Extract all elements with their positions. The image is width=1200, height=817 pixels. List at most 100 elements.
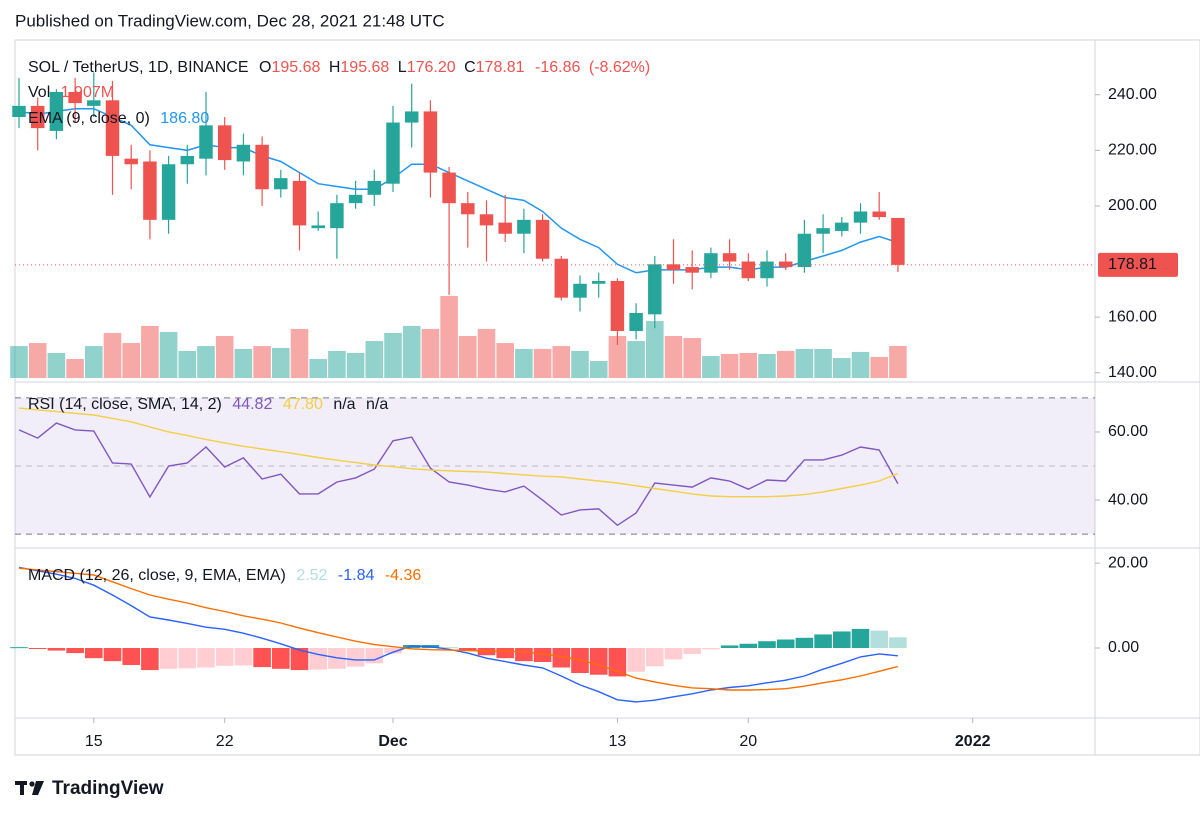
candle-body	[610, 280, 625, 332]
histogram-bar	[159, 648, 178, 669]
histogram-bar	[141, 648, 159, 671]
candle-body	[442, 172, 456, 204]
histogram-bar	[720, 645, 739, 648]
candle-body	[404, 111, 419, 123]
candle-body	[517, 219, 531, 234]
y-tick-label: 160.00	[1108, 308, 1157, 325]
histogram-bar	[814, 634, 832, 648]
volume-bar	[85, 346, 103, 378]
volume-bar	[459, 335, 477, 378]
candle-body	[498, 222, 512, 234]
x-tick-label: 20	[739, 733, 757, 750]
x-tick-label: 2022	[955, 733, 991, 750]
volume-bar	[440, 296, 458, 378]
histogram-bar	[552, 648, 571, 668]
candle-body	[629, 312, 643, 332]
volume-bar	[197, 346, 215, 378]
histogram-bar	[739, 643, 758, 648]
plots: 140.00160.00200.00220.00240.0040.0060.00…	[10, 72, 1178, 750]
volume-bar	[851, 351, 870, 378]
volume-bar	[833, 358, 851, 378]
rsi-value: 44.82	[232, 396, 272, 413]
candle-body	[49, 91, 64, 131]
histogram-bar	[309, 648, 327, 670]
change: -16.86	[535, 59, 580, 76]
histogram-bar	[28, 648, 47, 649]
candle-body	[311, 225, 325, 229]
candle-body	[760, 261, 774, 279]
histogram-bar	[346, 648, 365, 667]
volume-bar	[47, 352, 66, 378]
histogram-bar	[870, 630, 888, 648]
histogram-bar	[664, 648, 683, 660]
candle-body	[797, 233, 812, 268]
candle-body	[778, 261, 793, 268]
candle-body	[573, 283, 587, 298]
candle-body	[30, 105, 45, 129]
volume-name: Vol	[28, 84, 50, 101]
volume-bar	[159, 331, 178, 378]
ema-value: 186.80	[160, 110, 209, 127]
rsi-title: RSI (14, close, SMA, 14, 2)	[28, 396, 222, 413]
volume-bar	[664, 335, 683, 378]
candle-body	[591, 280, 606, 284]
candle-body	[330, 203, 344, 229]
ohlc-value: 178.81	[476, 59, 525, 76]
histogram-bar	[589, 648, 608, 675]
volume-bar	[496, 343, 514, 378]
indicator-line	[18, 567, 899, 691]
volume-bar	[178, 350, 197, 378]
rsi-legend: RSI (14, close, SMA, 14, 2) 44.82 47.80 …	[28, 396, 388, 413]
symbol-title: SOL / TetherUS, 1D, BINANCE	[28, 59, 249, 76]
histogram-bar	[795, 637, 814, 648]
volume-bar	[290, 328, 309, 378]
histogram-bar	[253, 648, 271, 668]
signal-value: -4.36	[385, 567, 422, 584]
candle-body	[87, 100, 101, 106]
volume-bar	[515, 348, 533, 378]
ohlc-value: 176.20	[407, 59, 456, 76]
na-value: n/a	[366, 396, 388, 413]
volume-bar	[103, 332, 122, 378]
candle-body	[217, 125, 232, 161]
volume-bar	[589, 361, 608, 378]
candle-body	[143, 161, 157, 220]
candle-body	[180, 155, 195, 165]
volume-bar	[795, 348, 814, 378]
histogram-bar	[66, 648, 84, 654]
candle-body	[161, 164, 176, 220]
histogram-bar	[646, 648, 664, 667]
histogram-bar	[851, 628, 870, 648]
candle-body	[479, 214, 494, 226]
histogram-bar	[533, 648, 552, 662]
last-price-label: 178.81	[1108, 256, 1157, 273]
histogram-bar	[272, 648, 290, 669]
volume-bar	[66, 359, 84, 378]
candle-body	[367, 180, 382, 195]
candle-body	[704, 253, 718, 273]
histogram-bar	[889, 637, 907, 648]
volume-legend: Vol 1.907M	[28, 84, 114, 101]
volume-bar	[402, 325, 421, 378]
candle-body	[741, 261, 756, 279]
candle-body	[105, 100, 120, 156]
volume-bar	[272, 347, 290, 378]
volume-bar	[215, 335, 234, 378]
candle-body	[853, 211, 868, 223]
candle-body	[722, 253, 737, 262]
volume-bar	[141, 325, 159, 378]
y-tick-label: 20.00	[1108, 554, 1148, 571]
candle-body	[461, 203, 475, 215]
histogram-bar	[122, 648, 140, 665]
volume-bar	[627, 341, 645, 378]
price-legend: SOL / TetherUS, 1D, BINANCE O195.68 H195…	[28, 59, 650, 76]
volume-bar	[533, 348, 552, 378]
indicator-line	[18, 407, 899, 498]
ohlc-value: 195.68	[340, 59, 389, 76]
y-tick-label: 200.00	[1108, 197, 1157, 214]
volume-bar	[739, 352, 758, 378]
y-tick-label: 0.00	[1108, 639, 1139, 656]
volume-bar	[346, 352, 365, 378]
change-percent: (-8.62%)	[589, 59, 650, 76]
